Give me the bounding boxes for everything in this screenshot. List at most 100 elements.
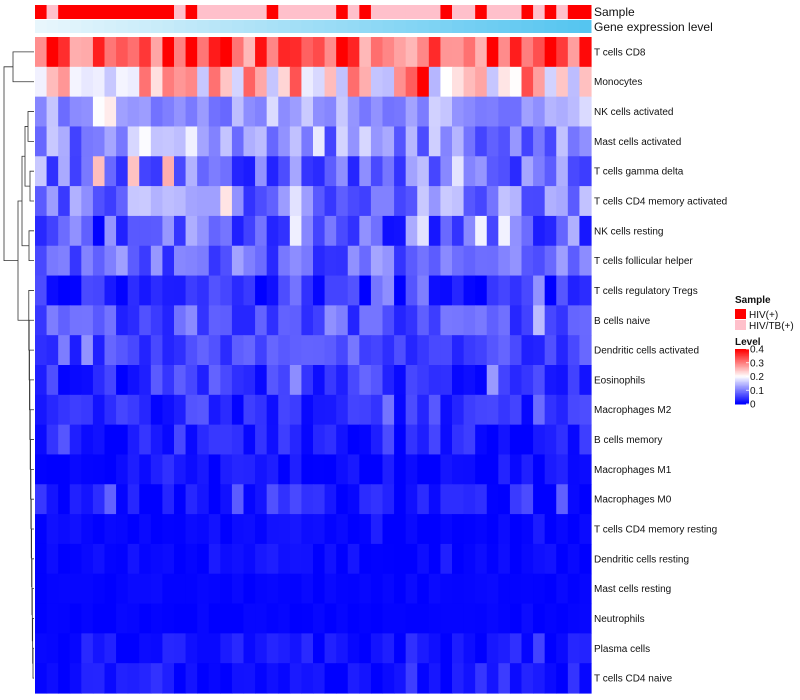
heatmap-cell xyxy=(486,37,499,68)
heatmap-cell xyxy=(313,37,326,68)
heatmap-cell xyxy=(150,663,164,694)
heatmap-cell xyxy=(185,454,198,485)
heatmap-cell xyxy=(359,424,372,456)
heatmap-cell xyxy=(92,305,106,336)
heatmap-cell xyxy=(544,454,557,485)
row-label: Monocytes xyxy=(594,77,642,88)
heatmap-cell xyxy=(69,365,82,396)
sample-annotation-cell xyxy=(208,5,221,19)
heatmap-cell xyxy=(174,66,187,98)
heatmap-cell xyxy=(231,424,245,456)
heatmap-cell xyxy=(463,514,476,545)
heatmap-cell xyxy=(255,424,268,456)
heatmap-cell xyxy=(567,454,581,485)
heatmap-cell xyxy=(475,394,488,426)
colorbar-segment xyxy=(735,349,749,351)
heatmap-cell xyxy=(127,543,140,575)
heatmap-cell xyxy=(405,305,418,336)
heatmap-cell xyxy=(509,365,523,396)
heatmap-cell xyxy=(116,96,129,128)
heatmap-cell xyxy=(359,66,372,98)
heatmap-cell xyxy=(579,365,592,396)
heatmap-cell xyxy=(220,663,233,694)
heatmap-cell xyxy=(382,603,395,634)
heatmap-cell xyxy=(452,454,465,485)
heatmap-cell xyxy=(301,514,314,545)
heatmap-cell xyxy=(92,514,106,545)
heatmap-cell xyxy=(370,454,384,485)
colorbar-segment xyxy=(735,364,749,367)
heatmap-cell xyxy=(301,275,314,306)
heatmap-cell xyxy=(498,96,511,128)
heatmap-cell xyxy=(556,663,569,694)
heatmap-cell xyxy=(382,484,395,515)
heatmap-cell xyxy=(197,633,210,664)
sample-annotation-cell xyxy=(359,5,372,19)
heatmap-cell xyxy=(336,514,349,545)
heatmap-cell xyxy=(440,663,453,694)
heatmap-cell xyxy=(509,305,523,336)
heatmap-cell xyxy=(174,573,187,605)
dendrogram-branch xyxy=(24,126,30,187)
heatmap-cell xyxy=(69,37,82,68)
heatmap-cell xyxy=(405,275,418,306)
row-labels: T cells CD8 Monocytes NK cells activated Ma… xyxy=(594,47,727,684)
heatmap-cell xyxy=(301,573,314,605)
heatmap-cell xyxy=(428,275,442,306)
expression-annotation-cell xyxy=(440,20,453,33)
heatmap-cell xyxy=(486,424,499,456)
heatmap-cell xyxy=(556,514,569,545)
heatmap-cell xyxy=(452,245,465,277)
heatmap-cell xyxy=(370,186,384,217)
heatmap-cell xyxy=(336,96,349,128)
heatmap-cell xyxy=(567,215,581,247)
heatmap-cell xyxy=(498,514,511,545)
heatmap-cell xyxy=(231,96,245,128)
heatmap-cell xyxy=(463,335,476,366)
expression-annotation-cell xyxy=(92,20,105,33)
heatmap-cell xyxy=(174,663,187,694)
heatmap-cell xyxy=(92,66,106,98)
heatmap-cell xyxy=(243,514,256,545)
heatmap-cell xyxy=(347,514,360,545)
expression-annotation-cell xyxy=(475,20,488,33)
heatmap-cell xyxy=(301,186,314,217)
heatmap-cell xyxy=(556,454,569,485)
heatmap-cell xyxy=(69,215,82,247)
sample-annotation-cell xyxy=(405,5,418,19)
heatmap-cell xyxy=(127,335,140,366)
row-label: Mast cells resting xyxy=(594,584,671,595)
colorbar-segment xyxy=(735,369,749,372)
heatmap-cell xyxy=(336,663,349,694)
heatmap-cell xyxy=(69,245,82,277)
heatmap-cell xyxy=(370,305,384,336)
colorbar-segment xyxy=(735,372,749,375)
heatmap-cell xyxy=(347,245,360,277)
heatmap-cell xyxy=(475,215,488,247)
heatmap-cell xyxy=(405,424,418,456)
heatmap-cell xyxy=(567,126,581,157)
heatmap-cell xyxy=(231,275,245,306)
heatmap-cell xyxy=(452,484,465,515)
sample-annotation-cell xyxy=(521,5,534,19)
heatmap-cell xyxy=(81,484,94,515)
heatmap-cell xyxy=(382,663,395,694)
heatmap-cell xyxy=(278,66,291,98)
heatmap-cell xyxy=(405,126,418,157)
heatmap-cell xyxy=(208,245,221,277)
heatmap-cell xyxy=(185,543,198,575)
heatmap-cell xyxy=(92,126,106,157)
heatmap-cell xyxy=(46,245,59,277)
heatmap-cell xyxy=(417,394,430,426)
colorbar-segment xyxy=(735,373,749,376)
heatmap-cell xyxy=(185,573,198,605)
colorbar-segment xyxy=(735,361,749,364)
heatmap-cell xyxy=(324,275,337,306)
heatmap-cell xyxy=(313,126,326,157)
heatmap-cell xyxy=(278,424,291,456)
heatmap-cell xyxy=(533,365,546,396)
heatmap-cell xyxy=(440,543,453,575)
heatmap-cell xyxy=(324,66,337,98)
heatmap-cell xyxy=(509,37,523,68)
heatmap-cell xyxy=(92,454,106,485)
